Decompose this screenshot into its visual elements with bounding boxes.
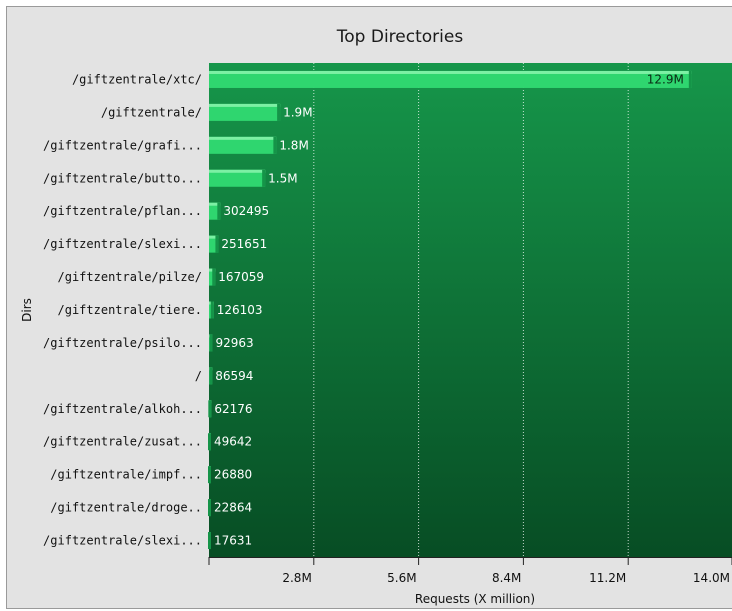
category-label: /giftzentrale/grafi...	[43, 138, 202, 152]
bars	[208, 70, 692, 550]
bar-chart: Top Directories /giftzentrale/xtc//giftz…	[20, 27, 732, 606]
bar	[208, 499, 211, 517]
value-label: 302495	[223, 204, 269, 218]
bar	[209, 367, 213, 385]
bar	[209, 301, 214, 319]
category-label: /giftzentrale/droge..	[50, 501, 202, 515]
x-axis-label: Requests (X million)	[415, 592, 535, 606]
bar	[208, 433, 211, 451]
bar	[209, 334, 213, 352]
value-label: 251651	[221, 237, 267, 251]
value-label: 1.9M	[283, 105, 312, 119]
category-label: /giftzentrale/xtc/	[72, 72, 202, 86]
bar	[209, 136, 277, 154]
bar	[209, 103, 281, 121]
value-label: 22864	[214, 501, 252, 515]
value-label: 92963	[215, 336, 253, 350]
grid-lines	[313, 63, 629, 557]
value-label: 126103	[217, 303, 263, 317]
bar	[209, 235, 219, 253]
value-label: 12.9M	[647, 72, 684, 86]
chart-frame: Top Directories /giftzentrale/xtc//giftz…	[6, 6, 732, 609]
value-label: 1.5M	[268, 171, 297, 185]
category-label: /giftzentrale/impf...	[50, 468, 202, 482]
y-axis-label: Dirs	[20, 298, 34, 322]
category-labels: /giftzentrale/xtc/ /giftzentrale/ /giftzen…	[43, 72, 202, 547]
value-label: 49642	[214, 435, 252, 449]
category-label: /giftzentrale/psilo...	[43, 336, 202, 350]
x-tick-label: 2.8M	[282, 571, 311, 585]
x-axis: 2.8M 5.6M 8.4M 11.2M 14.0M	[208, 557, 732, 585]
value-label: 26880	[214, 468, 252, 482]
bar	[209, 169, 266, 187]
bar	[209, 70, 692, 88]
plot-area	[209, 63, 732, 557]
category-label: /giftzentrale/zusat...	[43, 435, 202, 449]
value-label: 1.8M	[279, 138, 308, 152]
x-tick-label: 5.6M	[387, 571, 416, 585]
category-label: /giftzentrale/slexi...	[43, 534, 202, 548]
bar	[208, 532, 211, 550]
value-label: 86594	[215, 369, 253, 383]
bar	[208, 400, 212, 418]
value-label: 167059	[218, 270, 264, 284]
category-label: /giftzentrale/slexi...	[43, 237, 202, 251]
category-label: /giftzentrale/	[101, 105, 202, 119]
value-labels: 12.9M 1.9M 1.8M 1.5M 302495 251651 167059 12610…	[214, 72, 684, 547]
category-label: /giftzentrale/butto...	[43, 171, 202, 185]
category-label: /giftzentrale/alkoh...	[43, 402, 202, 416]
bar	[209, 268, 216, 286]
category-label: /	[195, 369, 202, 383]
category-label: /giftzentrale/tiere.	[58, 303, 203, 317]
x-tick-label: 8.4M	[492, 571, 521, 585]
chart-title: Top Directories	[336, 27, 464, 47]
value-label: 62176	[214, 402, 252, 416]
x-tick-label: 14.0M	[693, 571, 730, 585]
category-label: /giftzentrale/pflan...	[43, 204, 202, 218]
x-tick-label: 11.2M	[589, 571, 626, 585]
value-label: 17631	[214, 534, 252, 548]
bar	[208, 466, 211, 484]
category-label: /giftzentrale/pilze/	[58, 270, 203, 284]
bar	[209, 202, 221, 220]
